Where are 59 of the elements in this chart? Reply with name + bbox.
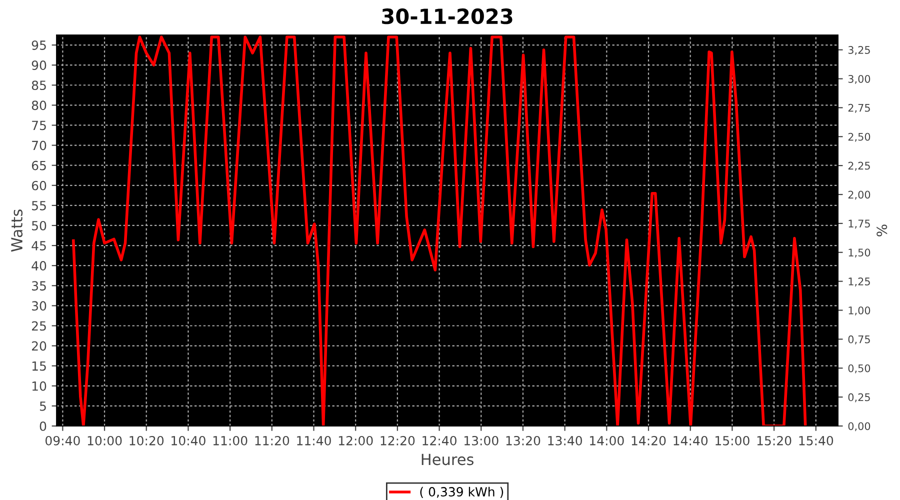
x-tick-label: 12:40: [422, 436, 456, 446]
y-tick-label: 40: [32, 261, 46, 271]
y-tick-label: 45: [32, 241, 46, 250]
y2-tick-label: 2,75: [848, 104, 870, 113]
y-tick-label: 15: [32, 361, 46, 371]
y2-tick-label: 2,50: [848, 132, 870, 142]
chart-title: 30-11-2023: [382, 8, 512, 24]
y-tick-label: 90: [32, 60, 46, 70]
y-tick-label: 95: [32, 40, 46, 50]
y2-tick-label: 2,25: [848, 162, 870, 171]
line-series: [72, 36, 807, 426]
y-tick-label: 60: [32, 180, 46, 190]
y2-axis-title: %: [876, 224, 888, 236]
x-tick-label: 11:00: [213, 436, 248, 446]
y2-tick-label: 0,50: [848, 364, 870, 374]
y2-tick-label: 3,00: [848, 74, 870, 84]
y2-tick-label: 1,75: [848, 220, 870, 229]
x-tick-label: 12:20: [380, 436, 415, 446]
x-tick-label: 14:20: [632, 436, 666, 446]
x-tick-label: 11:20: [255, 436, 290, 446]
y-tick-label: 30: [32, 301, 46, 311]
y2-tick-label: 2,00: [848, 190, 870, 200]
y-tick-label: 0: [40, 421, 46, 431]
x-tick-label: 10:20: [130, 436, 164, 446]
y-tick-label: 5: [40, 402, 46, 411]
y2-tick-label: 0,00: [848, 422, 870, 432]
y2-tick-label: 1,00: [848, 306, 870, 316]
y2-tick-label: 0,25: [848, 393, 870, 402]
y-tick-label: 25: [32, 321, 46, 331]
x-axis-title: Heures: [422, 454, 474, 466]
x-tick-label: 10:40: [172, 436, 206, 446]
legend-label: ( 0,339 kWh ): [420, 486, 504, 498]
y-tick-label: 70: [32, 140, 46, 150]
x-tick-label: 11:40: [297, 436, 331, 446]
y-tick-label: 85: [32, 80, 46, 90]
x-tick-label: 10:00: [88, 436, 122, 446]
y-tick-label: 80: [32, 100, 46, 110]
y-tick-label: 50: [32, 220, 46, 230]
x-tick-label: 12:00: [338, 436, 373, 446]
x-tick-label: 13:00: [464, 436, 498, 446]
x-tick-label: 09:40: [46, 436, 80, 446]
x-tick-label: 14:40: [674, 436, 708, 446]
x-tick-label: 15:40: [799, 436, 834, 446]
y-tick-label: 65: [32, 160, 46, 170]
y2-tick-label: 1,50: [848, 248, 870, 258]
y-tick-label: 35: [32, 281, 46, 291]
y-tick-label: 75: [32, 120, 46, 130]
y-tick-label: 20: [32, 341, 46, 351]
x-tick-label: 15:20: [757, 436, 792, 446]
y2-tick-label: 3,25: [848, 46, 870, 55]
x-tick-label: 13:40: [548, 436, 582, 446]
y-tick-label: 10: [32, 381, 46, 391]
y2-tick-label: 1,25: [848, 278, 870, 286]
x-tick-label: 14:00: [590, 436, 624, 446]
x-tick-label: 15:00: [716, 436, 750, 446]
y2-tick-label: 0,75: [848, 335, 870, 344]
x-tick-label: 13:20: [506, 436, 540, 446]
y-axis-title: Watts: [11, 210, 23, 252]
y-tick-label: 55: [32, 201, 46, 210]
